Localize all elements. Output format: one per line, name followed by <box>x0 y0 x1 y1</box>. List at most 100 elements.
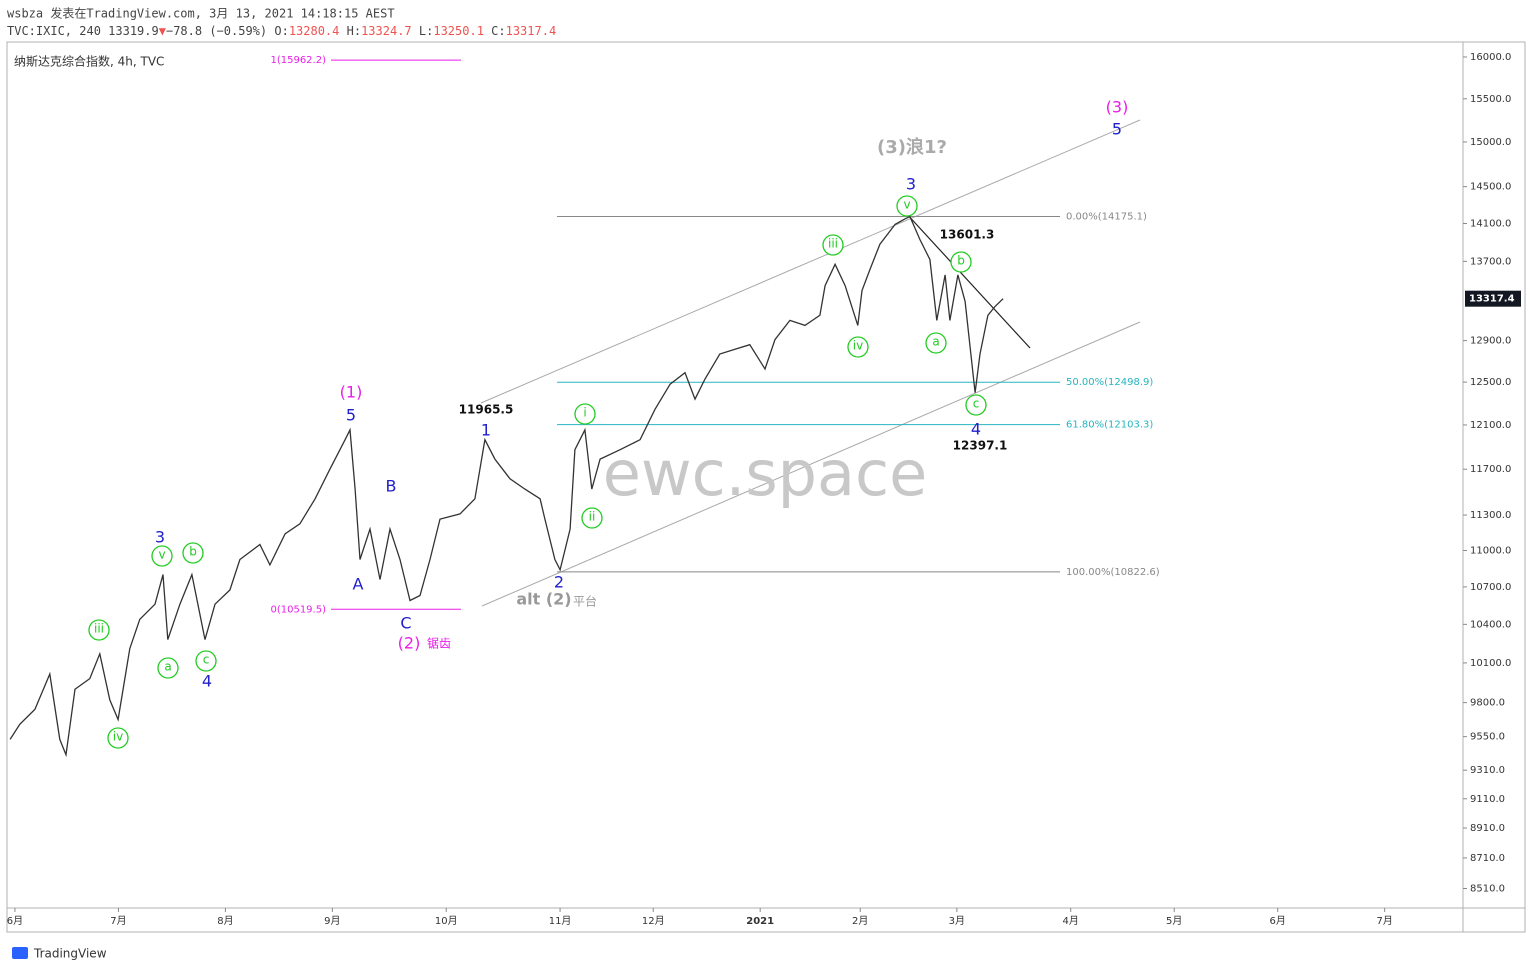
y-tick-label: 10700.0 <box>1470 582 1511 593</box>
annotation: 锯齿 <box>427 636 451 651</box>
annotation: 3 <box>906 175 916 194</box>
level-label: 61.80%(12103.3) <box>1066 420 1153 431</box>
symbol: TVC:IXIC, 240 <box>7 24 101 38</box>
channel <box>480 119 1141 607</box>
annotation: 2 <box>554 573 564 592</box>
annotation: ii <box>589 510 596 524</box>
annotation: c <box>973 397 980 411</box>
x-tick-label: 12月 <box>642 915 665 927</box>
y-tick-label: 14500.0 <box>1470 182 1511 193</box>
x-tick-label: 2021 <box>746 916 774 927</box>
annotation: 12397.1 <box>953 439 1008 453</box>
footer-logo: TradingView <box>12 947 107 961</box>
annotation: iii <box>94 622 104 636</box>
annotation: alt (2) <box>516 590 571 609</box>
logo-icon <box>12 947 28 959</box>
last-price-badge <box>1465 290 1521 307</box>
level-label: 100.00%(10822.6) <box>1066 567 1160 578</box>
header-line: wsbza 发表在TradingView.com, 3月 13, 2021 14… <box>7 6 395 21</box>
wave-circle <box>107 727 129 749</box>
x-tick-label: 7月 <box>1376 915 1392 927</box>
last-price-label: 13317.4 <box>1469 294 1515 305</box>
watermark: ewc.space <box>603 437 928 510</box>
price-line <box>9 215 1004 758</box>
wave-circle <box>581 507 603 529</box>
legend: 纳斯达克综合指数, 4h, TVC <box>14 54 164 69</box>
y-tick-label: 8710.0 <box>1470 853 1505 864</box>
x-tick-label: 9月 <box>324 915 340 927</box>
annotation: 4 <box>971 420 981 439</box>
x-tick-label: 5月 <box>1166 915 1182 927</box>
y-tick-label: 9310.0 <box>1470 765 1505 776</box>
annotation: 3 <box>155 528 165 547</box>
wave-circle <box>896 195 918 217</box>
x-tick-label: 8月 <box>217 915 233 927</box>
level-label: 0.00%(14175.1) <box>1066 211 1147 222</box>
wave-circle <box>847 336 869 358</box>
annotation: (2) <box>398 634 421 653</box>
ohlc-key: L: <box>419 24 433 38</box>
x-tick-label: 11月 <box>549 915 572 927</box>
y-tick-label: 8510.0 <box>1470 884 1505 895</box>
ohlc-value: 13324.7 <box>361 24 412 38</box>
annotation: 1 <box>481 421 491 440</box>
annotation: i <box>583 406 586 420</box>
annotation: (3) <box>1106 98 1129 117</box>
wave-circle <box>195 650 217 672</box>
wave-circle <box>88 619 110 641</box>
x-tick-label: 2月 <box>852 915 868 927</box>
y-tick-label: 14100.0 <box>1470 218 1511 229</box>
annotation: 13601.3 <box>940 228 995 242</box>
annotation: v <box>158 548 165 562</box>
wave-circle <box>151 545 173 567</box>
price: 13319.9 <box>108 24 159 38</box>
annotation: iv <box>853 339 863 353</box>
y-tick-label: 15500.0 <box>1470 94 1511 105</box>
ohlc-value: 13250.1 <box>433 24 484 38</box>
wave-circle <box>965 394 987 416</box>
y-tick-label: 11300.0 <box>1470 510 1511 521</box>
y-tick-label: 11000.0 <box>1470 545 1511 556</box>
change: −78.8 (−0.59%) <box>166 24 267 38</box>
annotation: A <box>353 575 364 594</box>
x-tick-label: 6月 <box>7 915 23 927</box>
x-tick-label: 6月 <box>1270 915 1286 927</box>
y-tick-label: 12900.0 <box>1470 336 1511 347</box>
annotation: v <box>903 198 910 212</box>
annotation: iv <box>113 730 123 744</box>
annotation: (1) <box>340 383 363 402</box>
annotation: b <box>957 254 965 268</box>
y-tick-label: 11700.0 <box>1470 464 1511 475</box>
x-tick-label: 4月 <box>1063 915 1079 927</box>
y-tick-label: 13700.0 <box>1470 256 1511 267</box>
y-tick-label: 12100.0 <box>1470 420 1511 431</box>
x-tick-label: 3月 <box>949 915 965 927</box>
ohlc-key: O: <box>274 24 288 38</box>
annotation: 5 <box>1112 120 1122 139</box>
annotation: C <box>400 614 411 633</box>
level-label: 50.00%(12498.9) <box>1066 377 1153 388</box>
annotation: iii <box>828 237 838 251</box>
y-tick-label: 9110.0 <box>1470 794 1505 805</box>
y-tick-label: 9800.0 <box>1470 698 1505 709</box>
header-quote: TVC:IXIC, 240 13319.9▼−78.8 (−0.59%) O:1… <box>7 24 556 38</box>
y-tick-label: 10400.0 <box>1470 619 1511 630</box>
annotation: 11965.5 <box>459 403 514 417</box>
annotation: 5 <box>346 406 356 425</box>
annotation: a <box>932 335 939 349</box>
channel-lower <box>481 321 1141 607</box>
annotation: 平台 <box>573 594 597 609</box>
wave-circle <box>822 234 844 256</box>
annotation: b <box>189 545 197 559</box>
y-tick-label: 16000.0 <box>1470 52 1511 63</box>
annotation: 4 <box>202 672 212 691</box>
wave-circle <box>950 251 972 273</box>
y-tick-label: 8910.0 <box>1470 823 1505 834</box>
y-tick-label: 12500.0 <box>1470 377 1511 388</box>
annotation: (3)浪1? <box>877 136 947 158</box>
wave-circle <box>157 657 179 679</box>
ohlc-key: C: <box>491 24 505 38</box>
footer-text: TradingView <box>33 947 107 961</box>
